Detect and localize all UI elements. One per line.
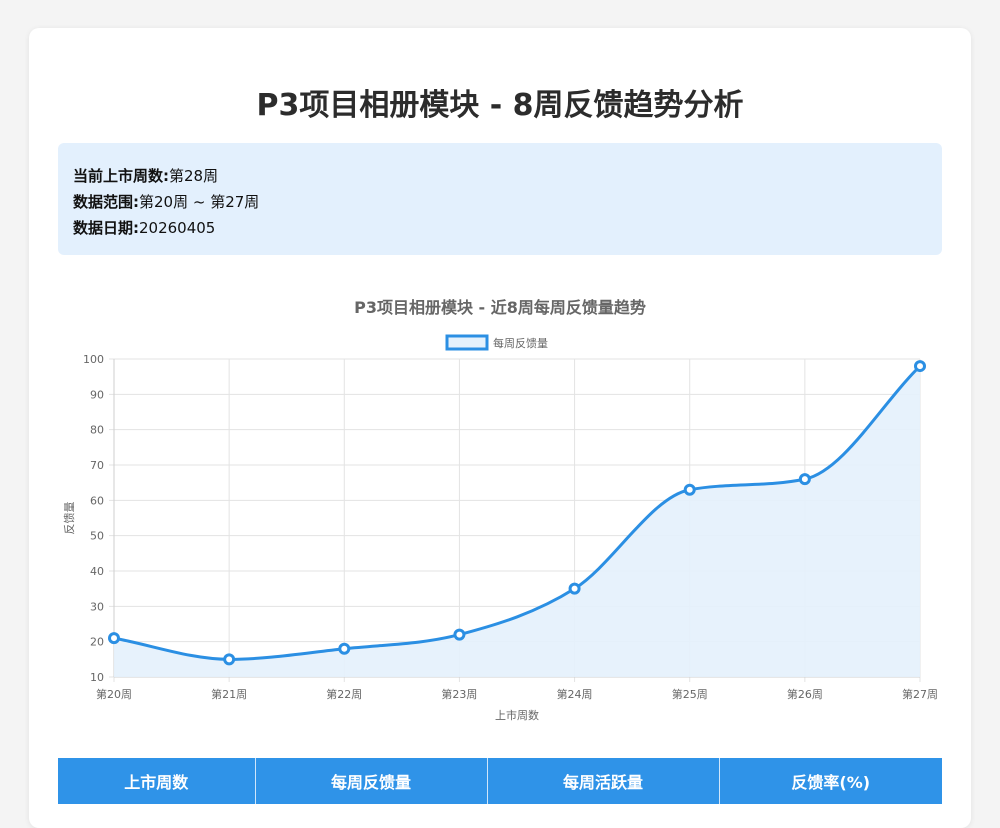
data-point — [453, 628, 466, 641]
y-tick-label: 100 — [83, 353, 104, 366]
data-point — [914, 360, 926, 373]
data-point — [683, 483, 696, 496]
y-tick-label: 90 — [90, 388, 104, 401]
info-range: 数据范围:第20周 ~ 第27周 — [73, 189, 927, 215]
page-title: P3项目相册模块 - 8周反馈趋势分析 — [256, 88, 744, 123]
y-tick-label: 60 — [90, 494, 104, 507]
x-tick-label: 第23周 — [441, 687, 477, 701]
table-header-feedback-rate: 反馈率(%) — [719, 758, 942, 804]
data-point — [108, 632, 120, 645]
info-current-week: 当前上市周数:第28周 — [73, 163, 927, 189]
info-panel: 当前上市周数:第28周 数据范围:第20周 ~ 第27周 数据日期:202604… — [58, 143, 942, 255]
info-date-label: 数据日期: — [73, 219, 139, 237]
y-tick-label: 70 — [90, 459, 104, 472]
info-current-week-label: 当前上市周数: — [73, 167, 169, 185]
y-axis-title: 反馈量 — [63, 502, 76, 535]
series-area-fill — [114, 366, 920, 677]
info-date: 数据日期:20260405 — [73, 215, 927, 241]
data-point — [798, 473, 811, 486]
weekly-feedback-line-chart: 10 20 30 40 50 60 70 80 90 100 第20周 第21周 第22周 第23周 第24… — [63, 334, 938, 722]
data-point — [223, 653, 236, 666]
y-tick-label: 50 — [90, 530, 104, 543]
legend-swatch — [445, 334, 489, 351]
data-point — [568, 582, 581, 595]
y-tick-label: 20 — [90, 636, 104, 649]
data-table: 上市周数 每周反馈量 每周活跃量 反馈率(%) — [58, 758, 942, 804]
info-range-label: 数据范围: — [73, 193, 139, 211]
info-current-week-value: 第28周 — [169, 167, 219, 185]
x-tick-label: 第24周 — [557, 687, 593, 701]
x-tick-label: 第27周 — [902, 687, 938, 701]
table-header-weekly-feedback: 每周反馈量 — [255, 758, 488, 804]
table-header-weekly-active: 每周活跃量 — [487, 758, 720, 804]
x-tick-label: 第26周 — [787, 687, 823, 701]
table-header-row: 上市周数 每周反馈量 每周活跃量 反馈率(%) — [58, 758, 942, 804]
table-header-week: 上市周数 — [58, 758, 256, 804]
x-tick-label: 第20周 — [96, 687, 132, 701]
x-axis-title: 上市周数 — [495, 708, 539, 722]
data-point — [338, 642, 351, 655]
x-tick-label: 第22周 — [326, 687, 362, 701]
x-tick-label: 第25周 — [672, 687, 708, 701]
info-range-value: 第20周 ~ 第27周 — [139, 193, 260, 211]
x-tick-label: 第21周 — [211, 687, 247, 701]
y-tick-label: 10 — [90, 671, 104, 684]
y-tick-label: 80 — [90, 424, 104, 437]
chart-title: P3项目相册模块 - 近8周每周反馈量趋势 — [354, 298, 646, 317]
y-tick-label: 40 — [90, 565, 104, 578]
info-date-value: 20260405 — [139, 219, 216, 237]
legend-label: 每周反馈量 — [493, 336, 548, 350]
y-tick-label: 30 — [90, 600, 104, 613]
